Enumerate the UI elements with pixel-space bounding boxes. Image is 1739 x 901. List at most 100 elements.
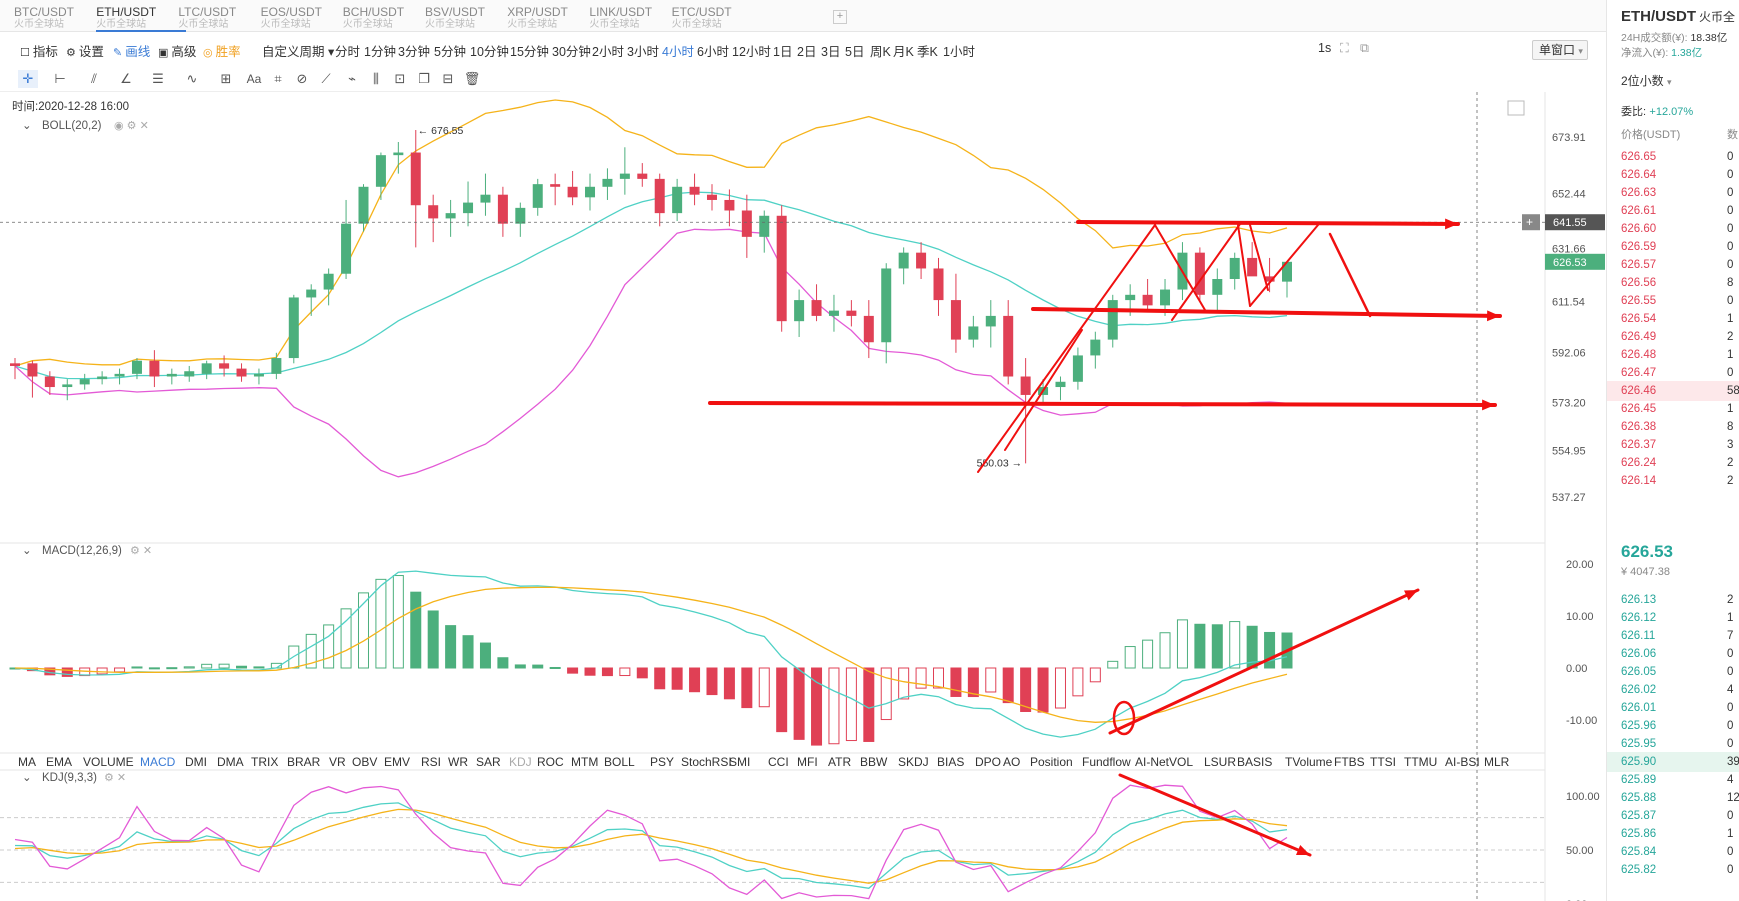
period-option[interactable]: 10分钟	[470, 45, 509, 59]
period-option[interactable]: 5日	[845, 45, 865, 59]
period-option[interactable]: 6小时	[697, 45, 729, 59]
indicator-tab[interactable]: ROC	[537, 755, 564, 769]
period-option[interactable]: 1分钟	[364, 45, 396, 59]
ask-row[interactable]: 626.46 58	[1607, 381, 1739, 401]
candle-icon[interactable]: ⫼	[373, 71, 379, 86]
pair-tab[interactable]: BTC/USDT 火币全球站	[14, 6, 104, 32]
bid-row[interactable]: 625.86 1	[1607, 824, 1739, 844]
window-mode-select[interactable]: 单窗口 ▾	[1532, 40, 1588, 60]
indicator-tab[interactable]: MLR	[1484, 755, 1510, 769]
bid-row[interactable]: 626.12 1	[1607, 608, 1739, 628]
bid-row[interactable]: 625.90 39	[1607, 752, 1739, 772]
ask-row[interactable]: 626.47 0	[1607, 363, 1739, 383]
bid-row[interactable]: 626.05 0	[1607, 662, 1739, 682]
indicator-tab[interactable]: BOLL	[604, 755, 635, 769]
bid-row[interactable]: 625.88 12	[1607, 788, 1739, 808]
period-option[interactable]: 2小时	[592, 45, 624, 59]
bid-row[interactable]: 625.89 4	[1607, 770, 1739, 790]
indicator-tab[interactable]: Fundflow	[1082, 755, 1131, 769]
ask-row[interactable]: 626.37 3	[1607, 435, 1739, 455]
indicator-tab[interactable]: AI-NetVOL	[1135, 755, 1193, 769]
chart-area[interactable]: 673.91 652.44 631.66 611.54 592.06 573.20 554.…	[0, 92, 1606, 901]
indicator-tab[interactable]: EMA	[46, 755, 72, 769]
pair-tab[interactable]: EOS/USDT 火币全球站	[261, 6, 351, 32]
indicator-tab[interactable]: TTSI	[1370, 755, 1396, 769]
lock-icon[interactable]: ⊡	[394, 71, 406, 86]
indicator-tab[interactable]: MTM	[571, 755, 598, 769]
bid-row[interactable]: 626.13 2	[1607, 590, 1739, 610]
bid-row[interactable]: 626.06 0	[1607, 644, 1739, 664]
pair-tab[interactable]: ETH/USDT 火币全球站	[96, 6, 187, 32]
indicator-tab[interactable]: MFI	[797, 755, 818, 769]
period-option[interactable]: 季K	[917, 45, 938, 59]
ask-row[interactable]: 626.24 2	[1607, 453, 1739, 473]
pair-tab[interactable]: BSV/USDT 火币全球站	[425, 6, 515, 32]
period-option[interactable]: 12小时	[732, 45, 771, 59]
ask-row[interactable]: 626.45 1	[1607, 399, 1739, 419]
brush-icon[interactable]: ⌗	[274, 71, 282, 86]
ask-row[interactable]: 626.49 2	[1607, 327, 1739, 347]
bid-row[interactable]: 626.01 0	[1607, 698, 1739, 718]
ask-row[interactable]: 626.14 2	[1607, 471, 1739, 491]
period-option[interactable]: 月K	[893, 45, 914, 59]
ask-row[interactable]: 626.59 0	[1607, 237, 1739, 257]
period-option[interactable]: 3分钟	[398, 45, 430, 59]
ruler-icon[interactable]: ⊘	[296, 71, 308, 86]
indicator-tab[interactable]: SMI	[729, 755, 750, 769]
screenshot-icon[interactable]: ⊟	[442, 71, 454, 86]
indicator-tab[interactable]: BRAR	[287, 755, 321, 769]
period-option[interactable]: 5分钟	[434, 45, 466, 59]
ask-row[interactable]: 626.64 0	[1607, 165, 1739, 185]
decimal-select[interactable]: 2位小数 ▾	[1621, 72, 1672, 89]
pair-tab[interactable]: BCH/USDT 火币全球站	[343, 6, 433, 32]
indicator-tab[interactable]: VR	[329, 755, 346, 769]
period-option[interactable]: 2日	[797, 45, 817, 59]
ask-row[interactable]: 626.63 0	[1607, 183, 1739, 203]
indicator-tab[interactable]: TTMU	[1404, 755, 1437, 769]
pair-tab[interactable]: ETC/USDT 火币全球站	[672, 6, 762, 32]
magnet-icon[interactable]: ⌁	[348, 71, 356, 86]
indicator-tab[interactable]: VOLUME	[83, 755, 134, 769]
period-option[interactable]: 分时	[335, 45, 361, 59]
bid-row[interactable]: 625.87 0	[1607, 806, 1739, 826]
indicator-tab[interactable]: SKDJ	[898, 755, 929, 769]
ask-row[interactable]: 626.57 0	[1607, 255, 1739, 275]
pair-tab[interactable]: LINK/USDT 火币全球站	[589, 6, 679, 32]
ask-row[interactable]: 626.54 1	[1607, 309, 1739, 329]
bid-row[interactable]: 625.84 0	[1607, 842, 1739, 862]
indicator-button[interactable]: ☐ 指标	[20, 41, 58, 60]
interval-label[interactable]: 1s	[1318, 41, 1332, 55]
indicator-tab[interactable]: TRIX	[251, 755, 278, 769]
indicator-tab[interactable]: DPO	[975, 755, 1001, 769]
custom-period-dropdown[interactable]: 自定义周期 ▾	[262, 41, 334, 60]
indicator-tab[interactable]: AO	[1003, 755, 1020, 769]
indicator-tab[interactable]: SAR	[476, 755, 501, 769]
indicator-tab[interactable]: MA	[18, 755, 36, 769]
indicator-tab[interactable]: EMV	[384, 755, 410, 769]
ask-row[interactable]: 626.60 0	[1607, 219, 1739, 239]
draw-button[interactable]: ✎ 画线	[113, 41, 150, 60]
indicator-tab[interactable]: RSI	[421, 755, 441, 769]
copy-icon[interactable]: ❐	[418, 71, 430, 86]
bid-row[interactable]: 625.96 0	[1607, 716, 1739, 736]
trash-icon[interactable]: 🗑	[463, 71, 481, 86]
wave-icon[interactable]: ∿	[186, 71, 198, 86]
settings-button[interactable]: ⚙ 设置	[66, 41, 104, 60]
ask-row[interactable]: 626.56 8	[1607, 273, 1739, 293]
indicator-tab[interactable]: BASIS	[1237, 755, 1272, 769]
angle-icon[interactable]: ∠	[120, 71, 132, 86]
indicator-tab[interactable]: DMA	[217, 755, 244, 769]
period-option[interactable]: 1日	[773, 45, 793, 59]
indicator-tab[interactable]: KDJ	[509, 755, 532, 769]
indicator-tab[interactable]: StochRSI	[681, 755, 732, 769]
bid-row[interactable]: 626.11 7	[1607, 626, 1739, 646]
ask-row[interactable]: 626.65 0	[1607, 147, 1739, 167]
bid-row[interactable]: 625.82 0	[1607, 860, 1739, 880]
bid-row[interactable]: 626.02 4	[1607, 680, 1739, 700]
fib-icon[interactable]: ⊞	[220, 71, 232, 86]
hline-icon[interactable]: ⊢	[54, 71, 66, 86]
ask-row[interactable]: 626.55 0	[1607, 291, 1739, 311]
expand-icon[interactable]: ⛶	[1340, 41, 1349, 55]
period-option[interactable]: 3日	[821, 45, 841, 59]
indicator-tab[interactable]: FTBS	[1334, 755, 1365, 769]
